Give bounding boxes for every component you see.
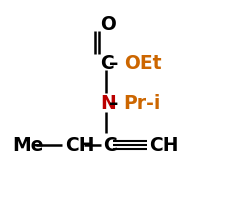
- Text: O: O: [100, 15, 116, 34]
- Text: OEt: OEt: [124, 53, 161, 72]
- Text: CH: CH: [149, 136, 178, 155]
- Text: –: –: [109, 94, 119, 112]
- Text: –: –: [109, 53, 119, 72]
- Text: C: C: [100, 53, 114, 72]
- Text: Me: Me: [12, 136, 44, 155]
- Text: C: C: [103, 136, 117, 155]
- Text: Pr-i: Pr-i: [124, 94, 161, 112]
- Text: CH: CH: [65, 136, 94, 155]
- Text: N: N: [100, 94, 116, 112]
